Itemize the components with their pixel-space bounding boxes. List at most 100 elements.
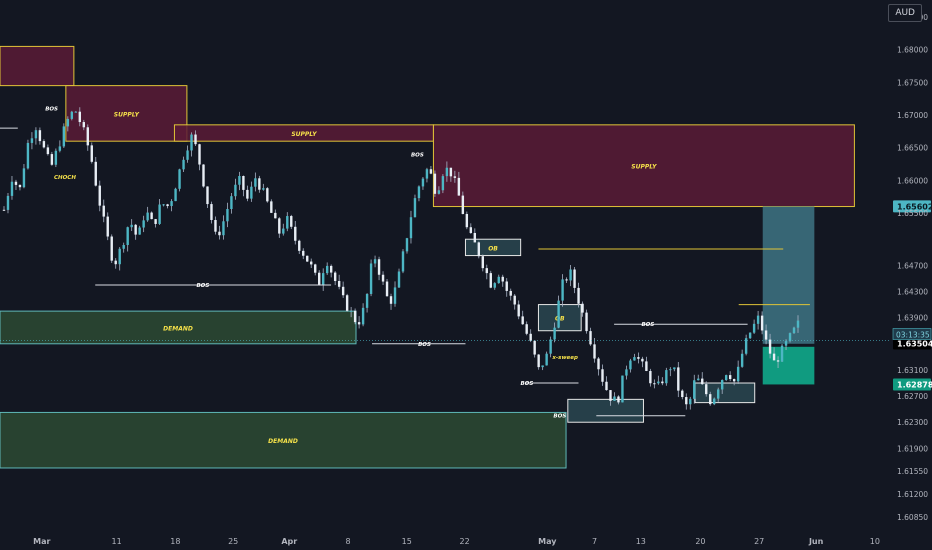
y-tick-label: 1.61900: [897, 444, 928, 453]
candle-body: [210, 204, 213, 220]
candle-body: [445, 167, 449, 177]
candle-body: [497, 276, 500, 284]
candle-body: [178, 169, 181, 189]
candle-body: [282, 228, 285, 234]
take-profit-zone[interactable]: [762, 206, 815, 344]
structure-label: x-sweep: [551, 355, 578, 361]
candle-body: [533, 340, 536, 355]
supply-zone[interactable]: [65, 85, 188, 142]
ob-zone-label: OB: [555, 316, 565, 323]
candle-body: [776, 360, 780, 362]
candle-body: [314, 264, 317, 273]
candle-body: [764, 330, 768, 340]
candle-body: [796, 320, 800, 328]
candle-body: [206, 186, 209, 205]
candle-body: [493, 283, 496, 288]
x-tick-label: 10: [870, 537, 880, 546]
x-tick-label: May: [538, 537, 557, 546]
candle-body: [561, 279, 564, 301]
candle-body: [94, 161, 97, 186]
candle-body: [720, 380, 724, 390]
countdown-tag: [892, 328, 932, 340]
candle-body: [689, 398, 692, 405]
candle-body: [397, 271, 401, 288]
y-tick-label: 1.64300: [897, 288, 928, 297]
candle-body: [569, 269, 572, 281]
candle-body: [441, 176, 445, 191]
candle-body: [613, 396, 616, 401]
candle-body: [501, 276, 504, 282]
candle-body: [230, 196, 233, 210]
candle-body: [649, 370, 652, 384]
x-tick-label: 8: [345, 537, 350, 546]
candle-body: [170, 201, 173, 207]
candle-body: [110, 236, 113, 261]
candle-body: [585, 312, 588, 332]
stop-loss-zone[interactable]: [762, 346, 815, 385]
supply-zone-label: SUPPLY: [291, 131, 317, 138]
candle-body: [601, 369, 604, 382]
candle-body: [198, 144, 201, 165]
candle-body: [222, 221, 225, 236]
candle-body: [513, 295, 516, 305]
candle-body: [298, 240, 301, 251]
candle-body: [669, 369, 672, 371]
candle-body: [693, 380, 696, 399]
candle-body: [78, 111, 82, 123]
candle-body: [728, 375, 732, 380]
structure-label: BOS: [418, 342, 431, 348]
candle-body: [433, 173, 437, 194]
candle-body: [349, 310, 353, 312]
candle-body: [417, 186, 421, 199]
candle-body: [421, 178, 425, 187]
y-tick-label: 1.67000: [897, 111, 928, 120]
candle-body: [661, 381, 664, 384]
ob-zone[interactable]: [537, 304, 582, 332]
candle-body: [697, 378, 700, 381]
candle-body: [709, 394, 712, 405]
candle-body: [673, 367, 676, 370]
candle-body: [226, 209, 229, 222]
y-tick-label: 1.62700: [897, 392, 928, 401]
demand-zone[interactable]: [0, 310, 357, 345]
candle-body: [158, 204, 161, 224]
candle-body: [724, 375, 728, 381]
candle-body: [302, 250, 305, 256]
candle-body: [657, 381, 660, 384]
y-tick-label: 1.67500: [897, 78, 928, 87]
candle-body: [465, 213, 469, 228]
candle-body: [26, 142, 30, 169]
candle-body: [118, 248, 121, 265]
price-tag: [893, 378, 931, 391]
structure-label: BOS: [641, 322, 654, 328]
candle-body: [621, 375, 624, 403]
candle-body: [752, 323, 756, 333]
ob-zone[interactable]: [567, 398, 644, 423]
candle-body: [609, 390, 612, 401]
demand-zone[interactable]: [0, 411, 567, 469]
candle-body: [310, 261, 313, 265]
candle-body: [341, 286, 345, 296]
price-tag: [893, 200, 931, 213]
candle-body: [34, 130, 38, 139]
y-tick-label: 1.62300: [897, 418, 928, 427]
supply-zone[interactable]: [432, 124, 855, 208]
y-tick-label: 1.68000: [897, 46, 928, 55]
candle-body: [605, 381, 608, 391]
y-tick-label: 1.63100: [897, 366, 928, 375]
candle-body: [641, 358, 644, 362]
x-tick-label: 18: [170, 537, 180, 546]
currency-button[interactable]: AUD: [888, 4, 922, 22]
candle-body: [541, 365, 544, 368]
y-tick-label: 1.66500: [897, 144, 928, 153]
candle-body: [22, 168, 26, 188]
candle-body: [46, 147, 50, 155]
candle-body: [481, 256, 484, 269]
candle-body: [194, 134, 197, 145]
ob-zone[interactable]: [694, 382, 756, 404]
x-tick-label: Mar: [33, 537, 50, 546]
candle-body: [469, 227, 473, 233]
supply-zone[interactable]: [0, 45, 75, 87]
